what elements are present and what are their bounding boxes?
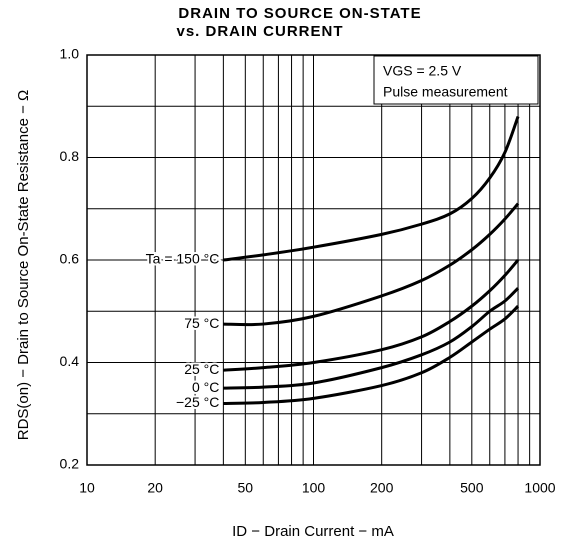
x-tick-label: 10 xyxy=(79,480,95,496)
x-tick-label: 100 xyxy=(302,480,326,496)
curve xyxy=(223,115,520,262)
x-tick-label: 20 xyxy=(147,480,163,496)
annotation: VGS = 2.5 V xyxy=(383,63,462,79)
curve xyxy=(223,287,520,390)
series-label: −25 °C xyxy=(176,394,219,410)
plot-frame xyxy=(86,54,541,466)
chart-title: DRAIN TO SOURCE ON-STATE xyxy=(178,5,421,22)
y-tick-label: 0.2 xyxy=(60,456,80,472)
chart-title: vs. DRAIN CURRENT xyxy=(176,23,343,40)
x-tick-label: 200 xyxy=(370,480,394,496)
series-label: 25 °C xyxy=(184,361,219,377)
curve xyxy=(223,259,520,372)
x-axis-label: ID − Drain Current − mA xyxy=(232,523,394,540)
y-tick-label: 1.0 xyxy=(60,46,80,62)
x-tick-label: 50 xyxy=(238,480,254,496)
annotation-box xyxy=(373,55,539,105)
y-tick-label: 0.8 xyxy=(60,148,80,164)
series-label: Ta = 150 °C xyxy=(146,251,220,267)
x-tick-label: 500 xyxy=(460,480,484,496)
x-tick-label: 1000 xyxy=(524,480,555,496)
annotation: Pulse measurement xyxy=(383,84,508,100)
series-label: 0 °C xyxy=(192,379,219,395)
y-tick-label: 0.4 xyxy=(60,353,80,369)
curve xyxy=(223,305,520,405)
y-tick-label: 0.6 xyxy=(60,251,80,267)
curve xyxy=(223,202,520,327)
y-axis-label: RDS(on) − Drain to Source On-State Resis… xyxy=(15,90,32,441)
series-label: 75 °C xyxy=(184,315,219,331)
